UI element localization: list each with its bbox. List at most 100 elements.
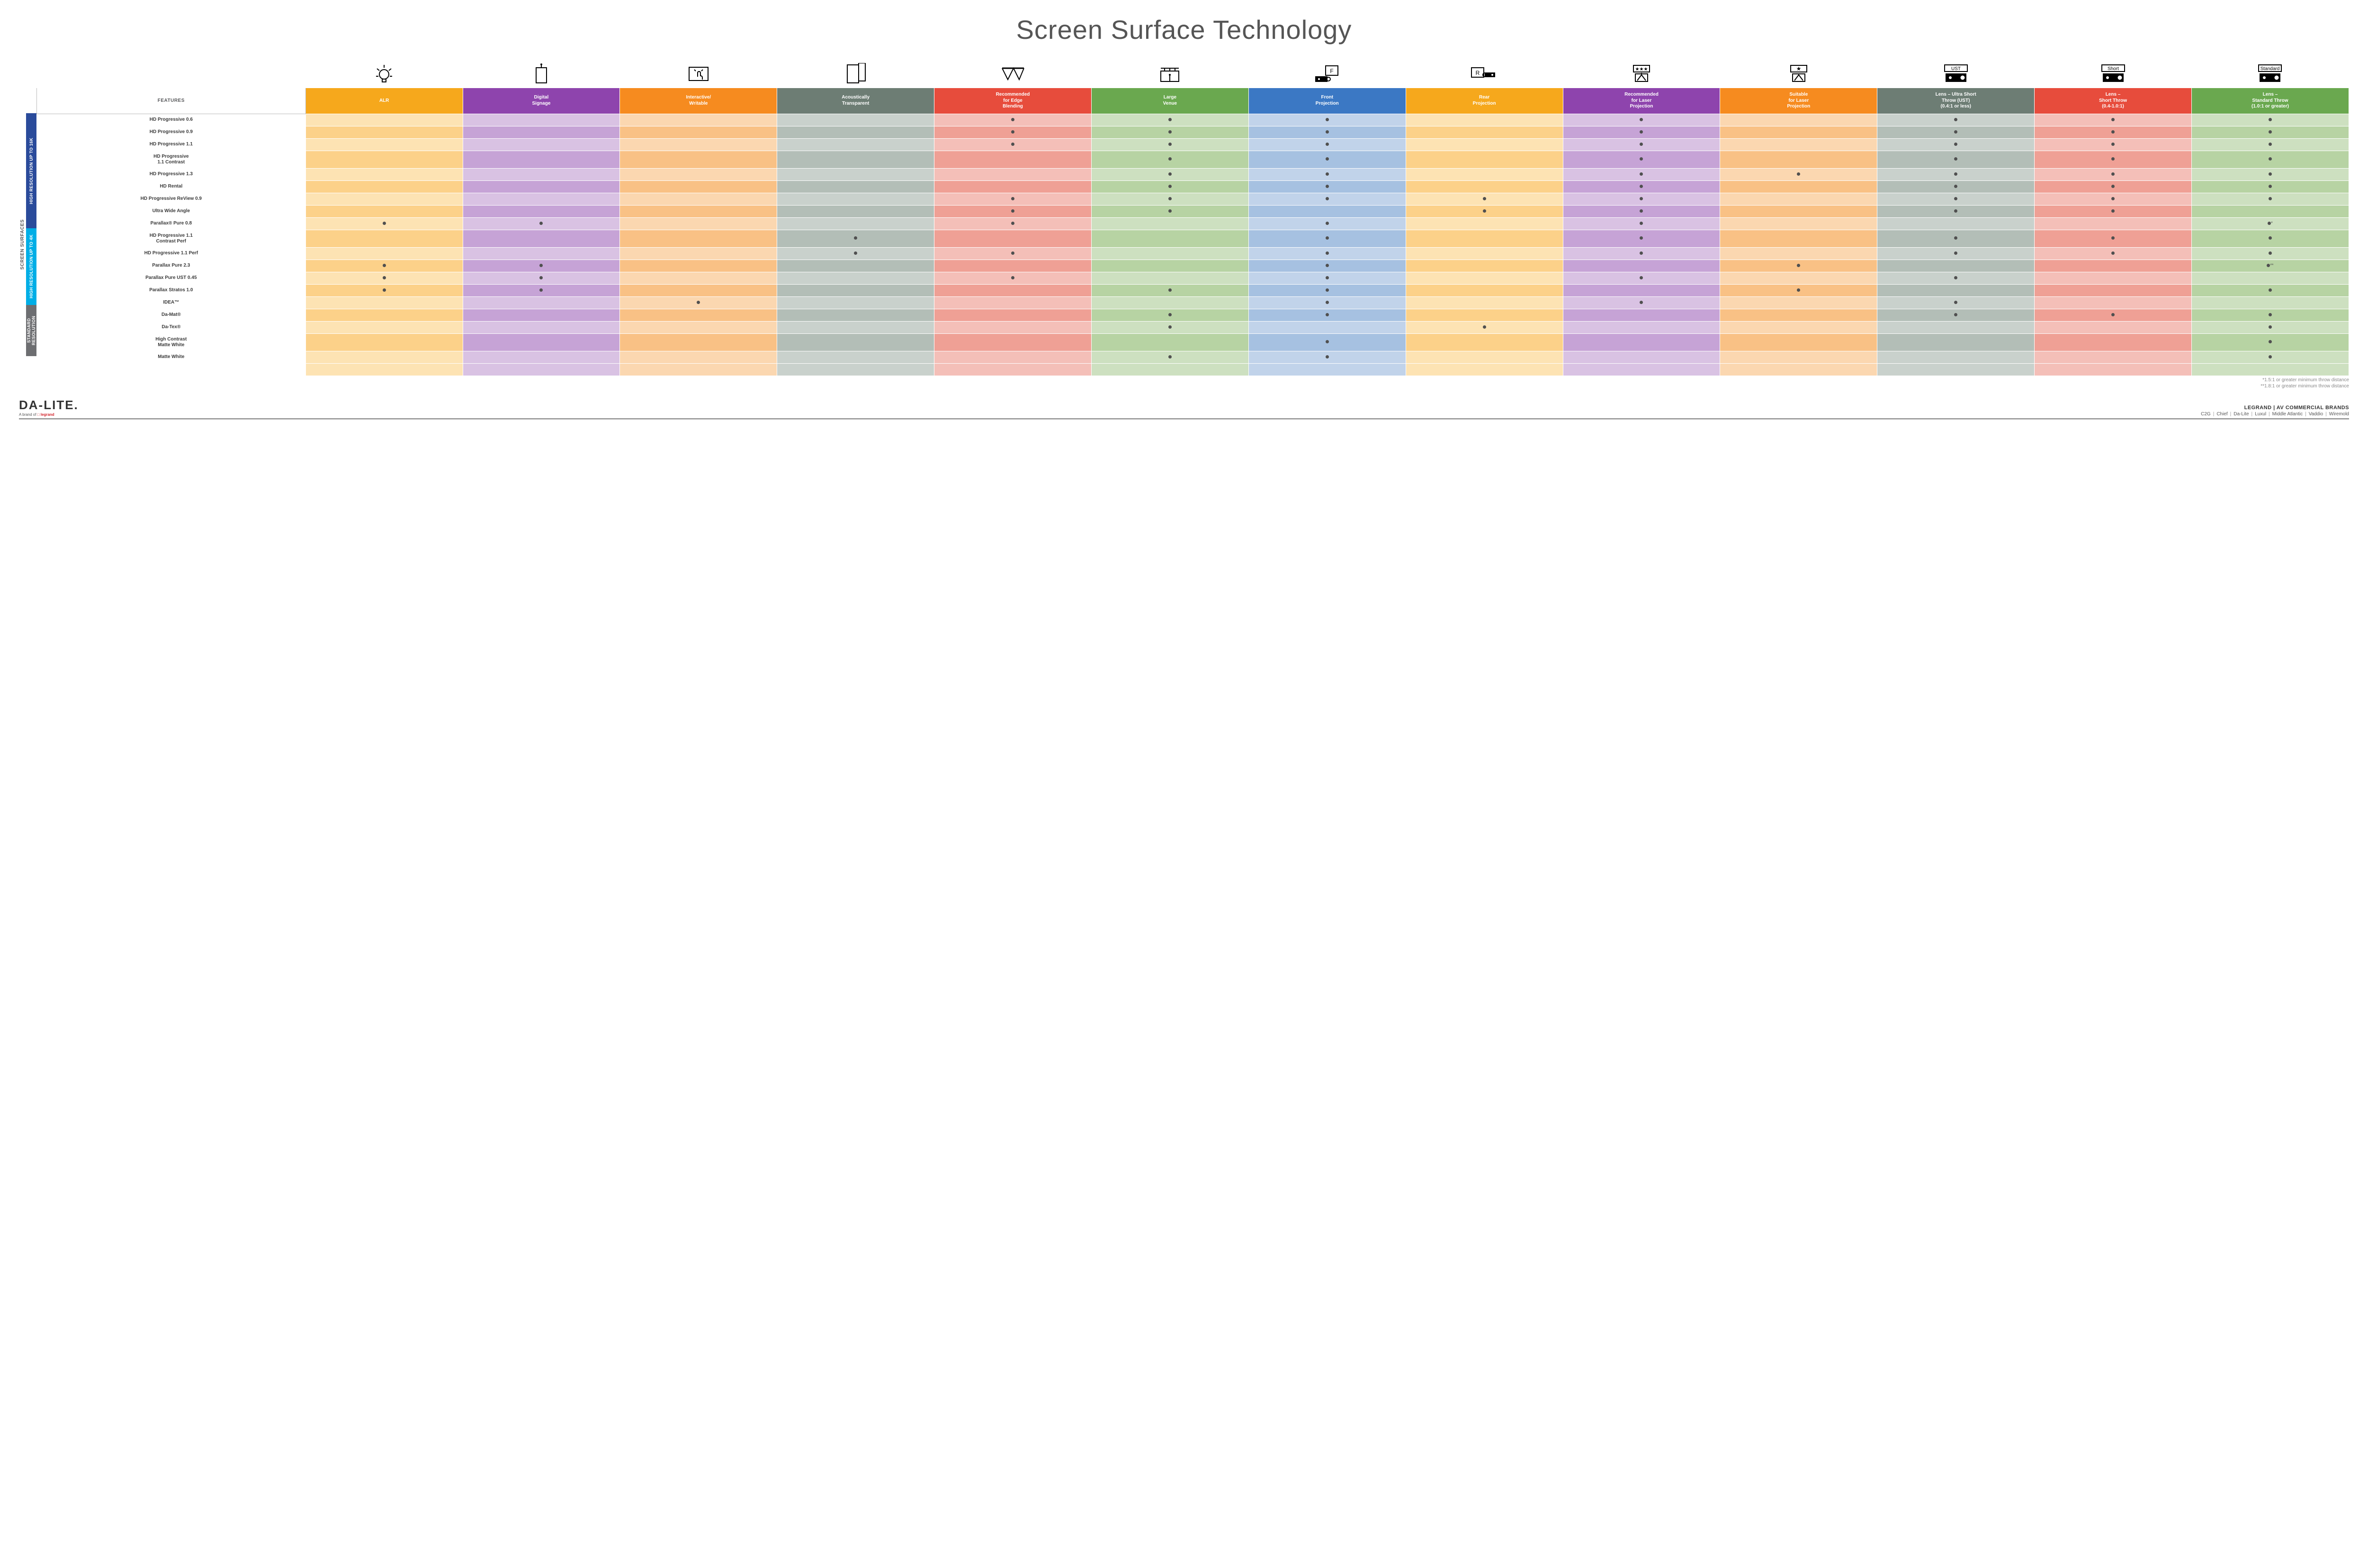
- matrix-cell: [1877, 138, 2035, 151]
- matrix-cell: [620, 351, 777, 363]
- matrix-cell: [2191, 272, 2349, 284]
- matrix-cell: [2035, 138, 2192, 151]
- matrix-cell: [1248, 230, 1406, 247]
- matrix-cell: [1406, 284, 1563, 296]
- table-row: HD Progressive 1.1: [37, 138, 2349, 151]
- table-row: HD Progressive ReView 0.9: [37, 193, 2349, 205]
- matrix-cell: [2035, 351, 2192, 363]
- table-row: HD Progressive 1.3: [37, 168, 2349, 180]
- matrix-cell: [1877, 180, 2035, 193]
- matrix-cell: [463, 333, 620, 351]
- matrix-cell: [2191, 333, 2349, 351]
- matrix-cell: [1720, 126, 1877, 138]
- header-icon-rear: R: [1406, 60, 1563, 88]
- matrix-cell: [463, 230, 620, 247]
- matrix-cell: [463, 217, 620, 230]
- matrix-cell: [777, 260, 934, 272]
- matrix-cell: [305, 247, 463, 260]
- matrix-cell: [1091, 284, 1248, 296]
- matrix-cell: [2191, 205, 2349, 217]
- svg-text:Standard: Standard: [2260, 66, 2280, 72]
- matrix-cell: [2035, 193, 2192, 205]
- matrix-cell: [1720, 351, 1877, 363]
- row-label: Da-Mat®: [37, 309, 306, 321]
- matrix-cell: [2035, 151, 2192, 168]
- matrix-cell: [934, 260, 1092, 272]
- header-icon-front: F: [1248, 60, 1406, 88]
- matrix-cell: [2035, 260, 2192, 272]
- matrix-cell: [1720, 230, 1877, 247]
- svg-text:UST: UST: [1951, 66, 1961, 72]
- matrix-cell: [934, 193, 1092, 205]
- matrix-cell: [2191, 180, 2349, 193]
- matrix-cell: [2035, 114, 2192, 126]
- matrix-cell: [620, 247, 777, 260]
- row-label: Matte White: [37, 351, 306, 363]
- matrix-cell: [1248, 351, 1406, 363]
- matrix-cell: [1720, 260, 1877, 272]
- matrix-cell: [2191, 309, 2349, 321]
- matrix-cell: [620, 151, 777, 168]
- row-label: Da-Tex®: [37, 321, 306, 333]
- matrix-cell: [777, 309, 934, 321]
- matrix-cell: [777, 138, 934, 151]
- matrix-cell: [1091, 168, 1248, 180]
- matrix-cell: [1091, 126, 1248, 138]
- matrix-cell: [1406, 114, 1563, 126]
- matrix-cell: [1563, 230, 1720, 247]
- matrix-cell: [1406, 205, 1563, 217]
- matrix-cell: [305, 217, 463, 230]
- matrix-cell: [1563, 126, 1720, 138]
- matrix-cell: [1877, 309, 2035, 321]
- matrix-cell: [1248, 217, 1406, 230]
- matrix-cell: [620, 138, 777, 151]
- matrix-cell: **: [2191, 260, 2349, 272]
- matrix-cell: [305, 180, 463, 193]
- matrix-cell: [463, 205, 620, 217]
- matrix-cell: [463, 193, 620, 205]
- matrix-cell: [1720, 296, 1877, 309]
- matrix-cell: [2035, 247, 2192, 260]
- matrix-cell: [2191, 321, 2349, 333]
- matrix-cell: [1406, 296, 1563, 309]
- matrix-cell: [463, 284, 620, 296]
- svg-text:★: ★: [1796, 65, 1801, 72]
- matrix-cell: [1720, 205, 1877, 217]
- matrix-cell: [2191, 247, 2349, 260]
- column-header-front: FrontProjection: [1248, 88, 1406, 114]
- row-label: HD Progressive 1.1Contrast Perf: [37, 230, 306, 247]
- matrix-cell: [620, 260, 777, 272]
- row-label: HD Progressive 1.1: [37, 138, 306, 151]
- header-icon-interactive: [620, 60, 777, 88]
- matrix-cell: [1563, 272, 1720, 284]
- row-label: HD Progressive 0.9: [37, 126, 306, 138]
- matrix-cell: [777, 168, 934, 180]
- matrix-cell: [934, 351, 1092, 363]
- row-label: HD Progressive ReView 0.9: [37, 193, 306, 205]
- column-header-rear: RearProjection: [1406, 88, 1563, 114]
- matrix-cell: [1877, 205, 2035, 217]
- brands-title: LEGRAND | AV COMMERCIAL BRANDS: [2201, 405, 2349, 411]
- matrix-cell: [1091, 217, 1248, 230]
- matrix-cell: [1406, 151, 1563, 168]
- column-header-venue: LargeVenue: [1091, 88, 1248, 114]
- matrix-cell: [2191, 168, 2349, 180]
- table-row: IDEA™: [37, 296, 2349, 309]
- matrix-cell: [777, 126, 934, 138]
- matrix-cell: [463, 321, 620, 333]
- matrix-cell: [934, 309, 1092, 321]
- matrix-cell: [777, 180, 934, 193]
- matrix-cell: [1563, 151, 1720, 168]
- row-label: High ContrastMatte White: [37, 333, 306, 351]
- matrix-cell: [1877, 247, 2035, 260]
- row-label: Parallax® Pure 0.8: [37, 217, 306, 230]
- column-header-edge: Recommendedfor EdgeBlending: [934, 88, 1092, 114]
- matrix-cell: [2191, 230, 2349, 247]
- row-label: Parallax Pure UST 0.45: [37, 272, 306, 284]
- matrix-cell: [1720, 321, 1877, 333]
- group-label: HIGH RESOLUTION UP TO 16K: [26, 113, 36, 228]
- matrix-cell: [1720, 247, 1877, 260]
- matrix-cell: [777, 321, 934, 333]
- matrix-cell: [1877, 151, 2035, 168]
- header-icon-alr: [305, 60, 463, 88]
